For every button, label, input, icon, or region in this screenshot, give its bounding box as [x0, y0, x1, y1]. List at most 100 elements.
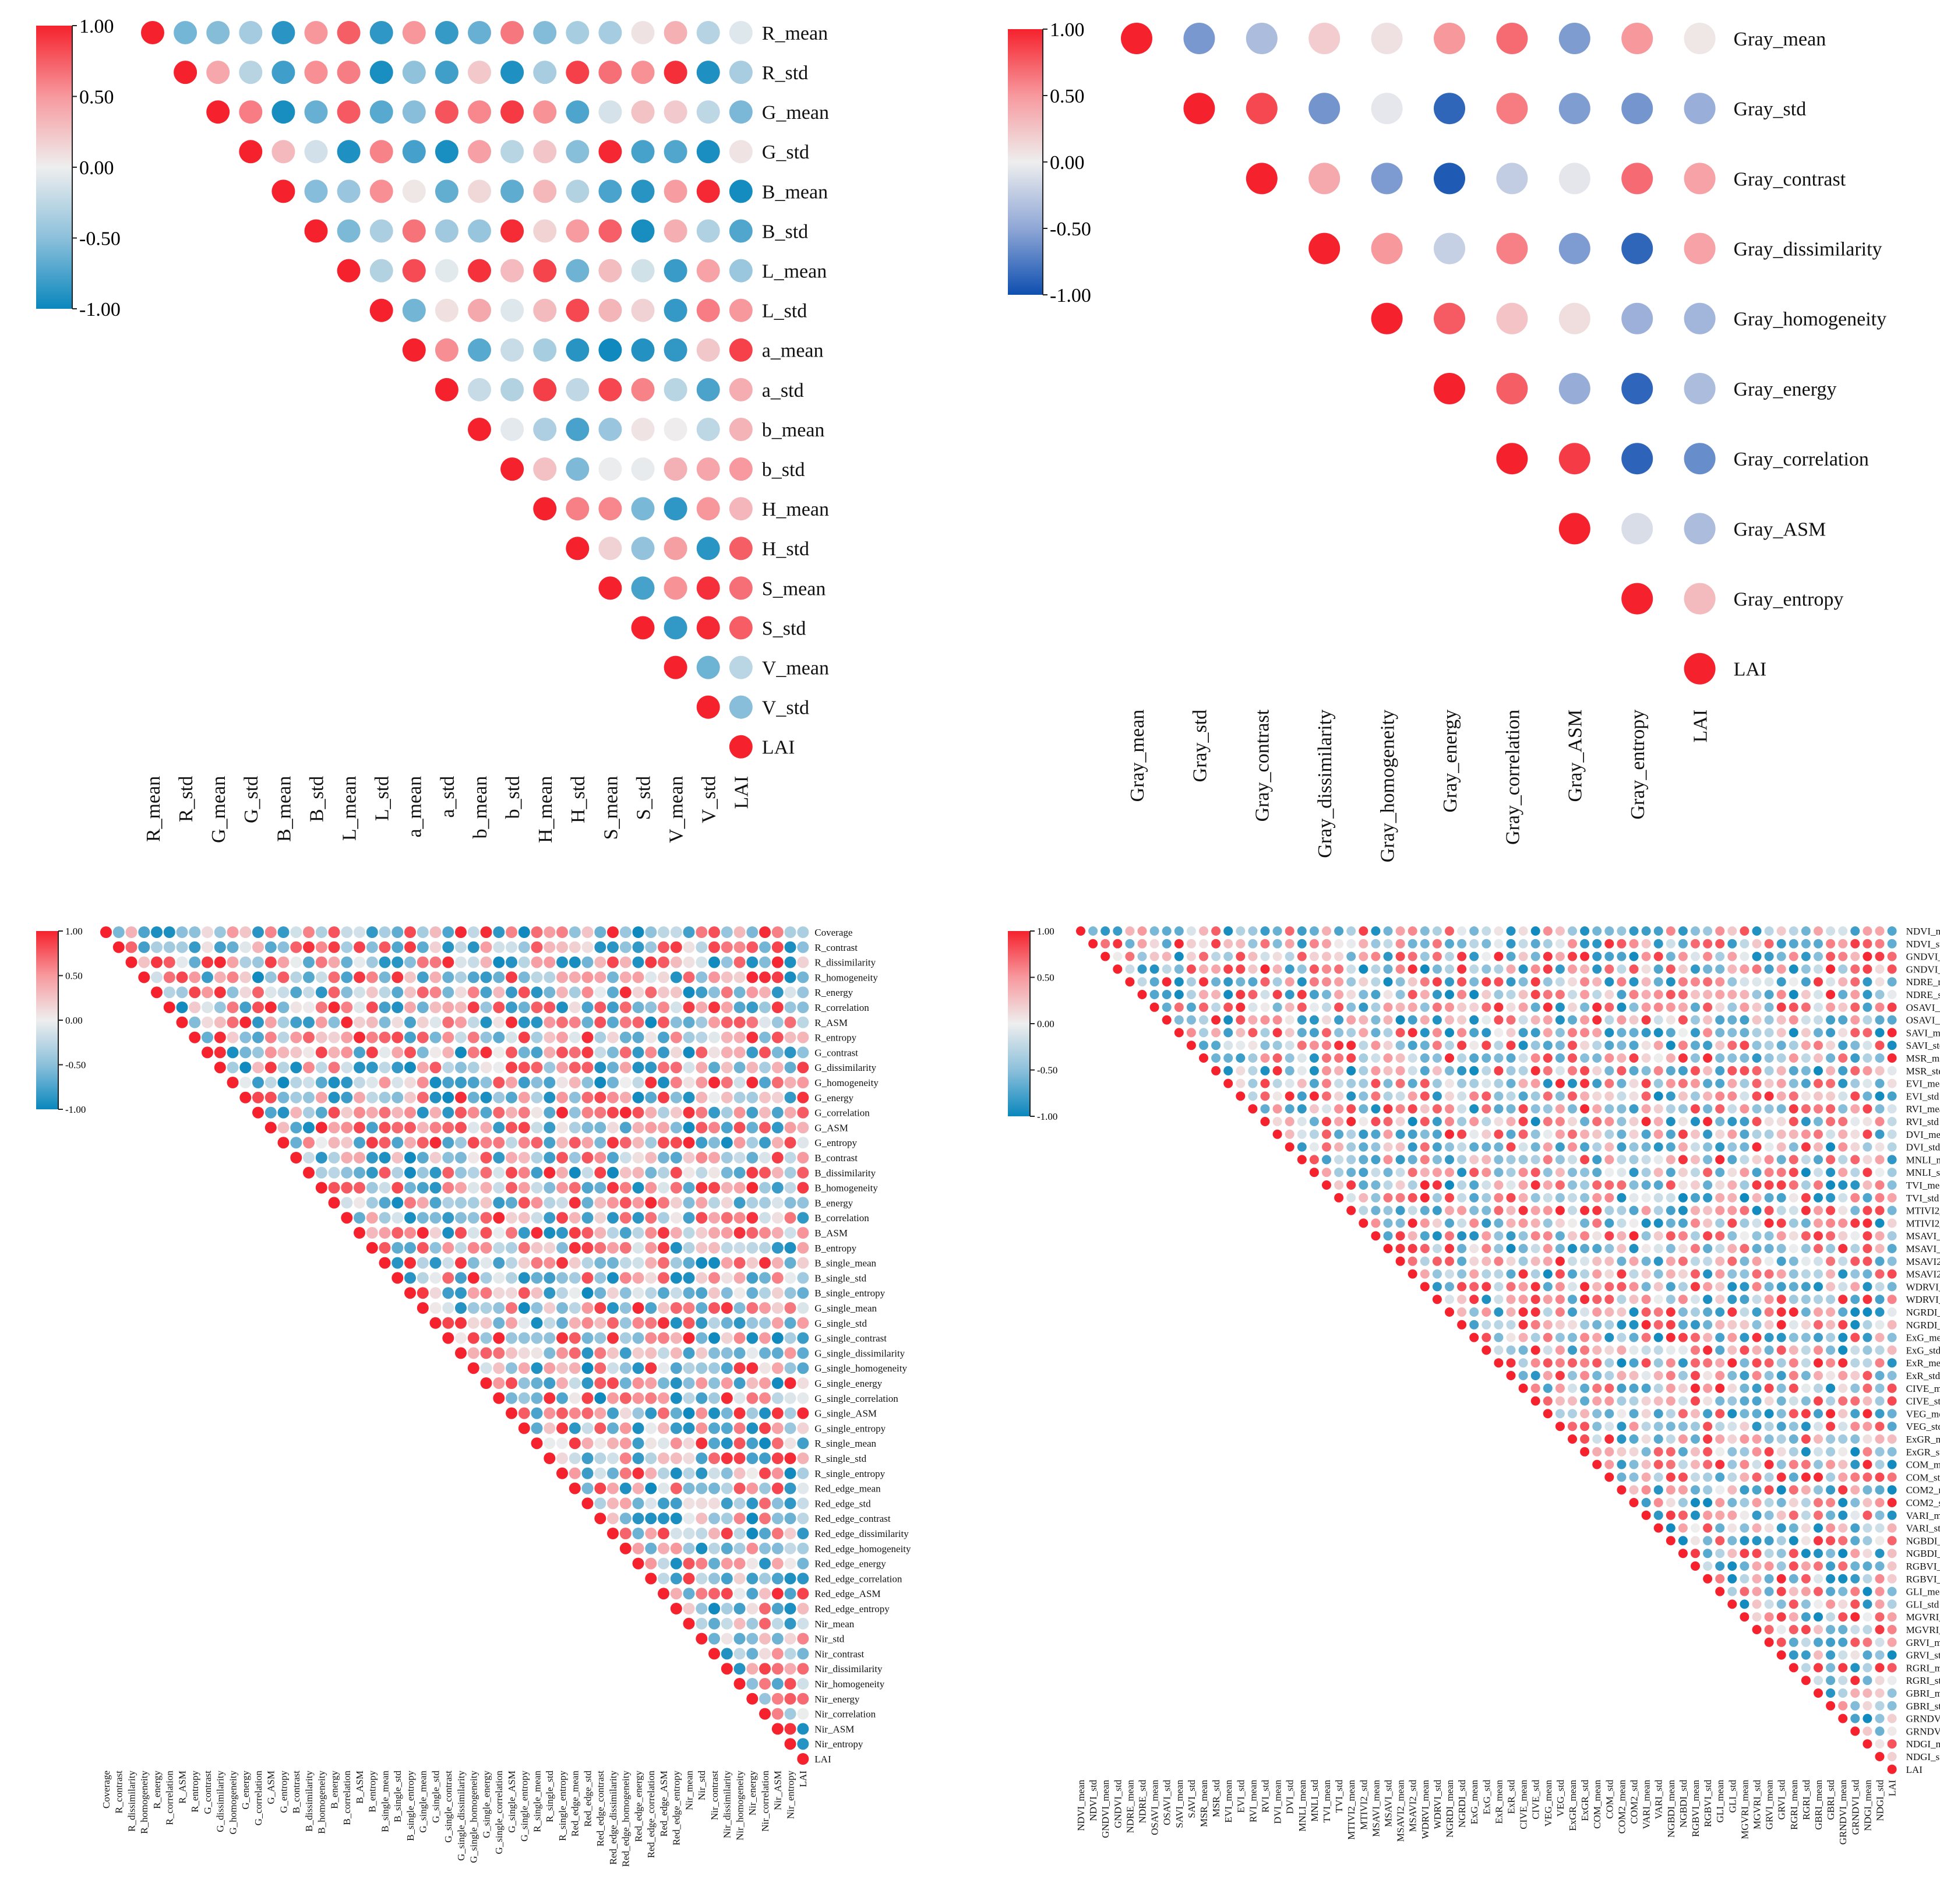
corr-cell-tvi-mean-mgvri-std: TVI_mean / MGVRI_std: 0.90	[1752, 1180, 1762, 1190]
corr-cell-cive-mean-mgvri-mean: CIVE_mean / MGVRI_mean: -0.60	[1740, 1383, 1749, 1393]
corr-cell-g-asm-red-edge-std: G_ASM / Red_edge_std: -0.56	[581, 1122, 594, 1134]
corr-cell-r-energy-g-single-entropy: R_energy / G_single_entropy: 0.81	[518, 986, 530, 999]
corr-cell-msr-std-mtivi2-std: MSR_std / MTIVI2_std: -0.35	[1359, 1066, 1368, 1076]
corr-cell-ngrdi-mean-vari-mean: NGRDI_mean / VARI_mean: 0.76	[1641, 1307, 1651, 1317]
corr-cell-b-mean-h-std: b_mean / H_std: -0.76	[566, 418, 590, 441]
corr-cell-tvi-std-grndvi-mean: TVI_std / GRNDVI_mean: -0.16	[1838, 1193, 1848, 1203]
corr-cell-mnli-std-exg-mean: MNLI_std / ExG_mean: 0.79	[1469, 1168, 1479, 1177]
corr-cell-savi-std-gli-std: SAVI_std / GLI_std: 0.71	[1727, 1041, 1737, 1050]
corr-cell-r-contrast-b-single-mean: R_contrast / B_single_mean: 0.78	[379, 941, 391, 953]
corr-cell-r-correlation-g-contrast: R_correlation / G_contrast: -0.10	[202, 1002, 213, 1013]
corr-cell-a-mean-s-mean: a_mean / S_mean: -0.98	[598, 338, 622, 362]
corr-cell-gray-energy-gray-energy: Gray_energy / Gray_energy: 1.00	[1434, 373, 1465, 404]
corr-cell-r-homogeneity-b-asm: R_homogeneity / B_ASM: 0.91	[354, 971, 365, 983]
corr-cell-g-single-correlation-nir-std: G_single_correlation / Nir_std: -0.78	[696, 1392, 708, 1404]
corr-cell-exgr-std-mgvri-mean: ExGR_std / MGVRI_mean: -0.42	[1740, 1447, 1749, 1457]
corr-cell-red-edge-asm-nir-asm: Red_edge_ASM / Nir_ASM: 0.96	[771, 1588, 784, 1600]
corr-cell-r-contrast-r-homogeneity: R_contrast / R_homogeneity: -0.79	[138, 941, 150, 953]
corr-cell-ndre-std-ndgi-mean: NDRE_std / NDGI_mean: -0.86	[1863, 990, 1872, 999]
colorbar	[1008, 931, 1030, 1116]
corr-cell-mgvri-mean-grvi-mean: MGVRI_mean / GRVI_mean: 0.55	[1764, 1612, 1774, 1622]
corr-cell-gndvi-std-mgvri-mean: GNDVI_std / MGVRI_mean: 0.49	[1740, 964, 1749, 974]
corr-cell-rvi-std-cive-std: RVI_std / CIVE_std: -0.96	[1530, 1117, 1540, 1126]
corr-cell-b-energy-red-edge-std: B_energy / Red_edge_std: -0.65	[581, 1197, 594, 1209]
column-label-nir-homogeneity: Nir_homogeneity	[735, 1771, 746, 1840]
corr-cell-wdrvi-std-com-std: WDRVI_std / COM_std: 0.77	[1604, 1295, 1614, 1304]
corr-cell-rvi-mean-ngbdi-mean: RVI_mean / NGBDI_mean: -0.32	[1666, 1104, 1676, 1114]
corr-cell-r-asm-nir-dissimilarity: R_ASM / Nir_dissimilarity: 0.73	[721, 1016, 733, 1028]
corr-cell-ndre-std-dvi-mean: NDRE_std / DVI_mean: 0.88	[1272, 990, 1282, 999]
corr-cell-gndvi-mean-lai: GNDVI_mean / LAI: 0.70	[1887, 951, 1897, 961]
corr-cell-g-single-contrast-nir-homogeneity: G_single_contrast / Nir_homogeneity: 0.5…	[733, 1332, 746, 1344]
corr-cell-osavi-mean-grvi-mean: OSAVI_mean / GRVI_mean: -0.56	[1764, 1002, 1774, 1012]
corr-cell-red-edge-energy-red-edge-entropy: Red_edge_energy / Red_edge_entropy: -0.9…	[670, 1557, 682, 1570]
corr-cell-tvi-mean-rgri-std: TVI_mean / RGRI_std: -0.36	[1801, 1180, 1811, 1190]
corr-cell-evi-std-msavi-mean: EVI_std / MSAVI_mean: 0.66	[1371, 1091, 1381, 1101]
corr-cell-mnli-std-exgr-mean: MNLI_std / ExGR_mean: -0.53	[1568, 1168, 1577, 1177]
corr-cell-wdrvi-mean-gbri-mean: WDRVI_mean / GBRI_mean: -0.93	[1814, 1282, 1823, 1292]
corr-cell-tvi-std-rgri-std: TVI_std / RGRI_std: 0.87	[1801, 1193, 1811, 1203]
corr-cell-red-edge-correlation-nir-dissimilarity: Red_edge_correlation / Nir_dissimilarity…	[721, 1572, 733, 1585]
corr-cell-ngbdi-mean-ngbdi-mean: NGBDI_mean / NGBDI_mean: 1.00	[1666, 1536, 1676, 1546]
corr-cell-vari-mean-grvi-mean: VARI_mean / GRVI_mean: -0.51	[1764, 1510, 1774, 1520]
corr-cell-b-single-std-g-single-contrast: B_single_std / G_single_contrast: 0.72	[442, 1272, 454, 1284]
corr-cell-osavi-mean-mnli-std: OSAVI_mean / MNLI_std: -0.03	[1309, 1002, 1319, 1012]
corr-cell-savi-std-msr-mean: SAVI_std / MSR_mean: -0.74	[1199, 1041, 1208, 1050]
corr-cell-rvi-mean-cive-mean: RVI_mean / CIVE_mean: 0.85	[1518, 1104, 1528, 1114]
corr-cell-exr-mean-ndgi-std: ExR_mean / NDGI_std: 0.60	[1875, 1358, 1885, 1368]
corr-cell-r-dissimilarity-red-edge-energy: R_dissimilarity / Red_edge_energy: -0.92	[632, 956, 644, 968]
corr-cell-g-correlation-b-asm: G_correlation / B_ASM: 0.56	[354, 1106, 365, 1119]
corr-cell-mnli-std-com-mean: MNLI_std / COM_mean: -0.70	[1592, 1168, 1602, 1177]
corr-cell-gndvi-std-mnli-std: GNDVI_std / MNLI_std: 0.79	[1309, 964, 1319, 974]
corr-cell-osavi-std-grvi-mean: OSAVI_std / GRVI_mean: -0.42	[1764, 1015, 1774, 1025]
corr-cell-b-single-std-r-single-mean: B_single_std / R_single_mean: -0.65	[531, 1272, 543, 1284]
corr-cell-com2-std-gli-std: COM2_std / GLI_std: -0.60	[1727, 1498, 1737, 1507]
corr-cell-grvi-mean-rgri-mean: GRVI_mean / RGRI_mean: -0.69	[1789, 1637, 1798, 1647]
corr-cell-rgbvi-mean-gbri-mean: RGBVI_mean / GBRI_mean: 0.66	[1814, 1561, 1823, 1571]
corr-cell-b-mean-a-mean: B_mean / a_mean: 0.05	[402, 179, 426, 203]
corr-cell-savi-mean-evi-std: SAVI_mean / EVI_std: 0.29	[1236, 1028, 1246, 1038]
colorbar	[36, 931, 58, 1109]
corr-cell-mnli-mean-msavi-mean: MNLI_mean / MSAVI_mean: -0.78	[1371, 1155, 1381, 1165]
corr-cell-g-homogeneity-g-single-contrast: G_homogeneity / G_single_contrast: -0.77	[442, 1077, 454, 1088]
corr-cell-msavi-mean-vari-std: MSAVI_mean / VARI_std: 0.21	[1653, 1231, 1663, 1241]
corr-cell-veg-std-grvi-mean: VEG_std / GRVI_mean: -0.32	[1764, 1422, 1774, 1431]
corr-cell-r-homogeneity-g-energy: R_homogeneity / G_energy: 0.21	[239, 971, 252, 983]
corr-cell-mtivi2-std-msavi-std: MTIVI2_std / MSAVI_std: -0.58	[1383, 1218, 1393, 1228]
corr-cell-r-correlation-nir-contrast: R_correlation / Nir_contrast: 0.92	[708, 1002, 720, 1013]
corr-cell-red-edge-dissimilarity-nir-entropy: Red_edge_dissimilarity / Nir_entropy: 0.…	[784, 1528, 796, 1539]
corr-cell-gli-mean-mgvri-std: GLI_mean / MGVRI_std: 0.45	[1752, 1586, 1762, 1596]
corr-cell-g-correlation-b-single-std: G_correlation / B_single_std: 0.33	[391, 1106, 404, 1119]
corr-cell-rgri-std-gbri-mean: RGRI_std / GBRI_mean: -0.16	[1814, 1676, 1823, 1686]
corr-cell-wdrvi-mean-ngrdi-mean: WDRVI_mean / NGRDI_mean: -0.65	[1445, 1282, 1454, 1292]
corr-cell-ngrdi-mean-rgri-std: NGRDI_mean / RGRI_std: -0.64	[1801, 1307, 1811, 1317]
corr-cell-ndre-mean-wdrvi-std: NDRE_mean / WDRVI_std: 0.88	[1432, 977, 1442, 987]
corr-cell-gndvi-std-vari-std: GNDVI_std / VARI_std: -0.73	[1653, 964, 1663, 974]
corr-cell-msavi2-std-veg-mean: MSAVI2_std / VEG_mean: -0.96	[1543, 1269, 1553, 1279]
corr-cell-wdrvi-mean-mgvri-mean: WDRVI_mean / MGVRI_mean: -0.87	[1740, 1282, 1749, 1292]
row-label-g-single-asm: G_single_ASM	[814, 1408, 877, 1419]
corr-cell-b-contrast-g-single-correlation: B_contrast / G_single_correlation: -0.84	[493, 1152, 505, 1163]
corr-cell-evi-mean-gli-std: EVI_mean / GLI_std: 0.42	[1727, 1078, 1737, 1088]
corr-cell-r-contrast-red-edge-entropy: R_contrast / Red_edge_entropy: 0.89	[670, 941, 682, 953]
corr-cell-rvi-mean-exr-mean: RVI_mean / ExR_mean: -0.71	[1494, 1104, 1504, 1114]
corr-cell-b-energy-g-single-std: B_energy / G_single_std: -0.75	[429, 1197, 442, 1209]
corr-cell-msavi-std-gli-mean: MSAVI_std / GLI_mean: -0.21	[1715, 1244, 1725, 1253]
corr-cell-evi-std-exr-mean: EVI_std / ExR_mean: -0.51	[1494, 1091, 1504, 1101]
corr-cell-r-entropy-b-energy: R_entropy / B_energy: 0.16	[328, 1031, 340, 1043]
corr-cell-rgri-std-lai: RGRI_std / LAI: -0.02	[1887, 1676, 1897, 1686]
corr-cell-ndvi-mean-ndre-std: NDVI_mean / NDRE_std: 0.49	[1137, 926, 1147, 936]
corr-cell-msavi-mean-msavi-mean: MSAVI_mean / MSAVI_mean: 1.00	[1371, 1231, 1381, 1241]
corr-cell-mgvri-mean-gbri-mean: MGVRI_mean / GBRI_mean: -0.97	[1814, 1612, 1823, 1622]
corr-cell-red-edge-std-nir-homogeneity: Red_edge_std / Nir_homogeneity: -0.32	[733, 1497, 746, 1510]
corr-cell-msavi-std-rgbvi-std: MSAVI_std / RGBVI_std: -0.66	[1703, 1244, 1713, 1253]
corr-cell-osavi-std-msr-std: OSAVI_std / MSR_std: 0.98	[1211, 1015, 1221, 1025]
corr-cell-r-asm-g-single-correlation: R_ASM / G_single_correlation: 0.08	[493, 1016, 505, 1028]
corr-cell-r-contrast-r-entropy: R_contrast / R_entropy: -0.83	[189, 941, 201, 953]
corr-cell-r-mean-a-mean: R_mean / a_mean: 0.51	[402, 21, 426, 44]
corr-cell-msavi2-std-ngrdi-mean: MSAVI2_std / NGRDI_mean: -0.18	[1445, 1269, 1454, 1279]
corr-cell-gndvi-mean-osavi-mean: GNDVI_mean / OSAVI_mean: 0.24	[1149, 951, 1159, 961]
corr-cell-g-single-energy-red-edge-correlation: G_single_energy / Red_edge_correlation: …	[645, 1377, 657, 1389]
corr-cell-g-dissimilarity-g-single-asm: G_dissimilarity / G_single_ASM: 0.87	[506, 1062, 517, 1074]
